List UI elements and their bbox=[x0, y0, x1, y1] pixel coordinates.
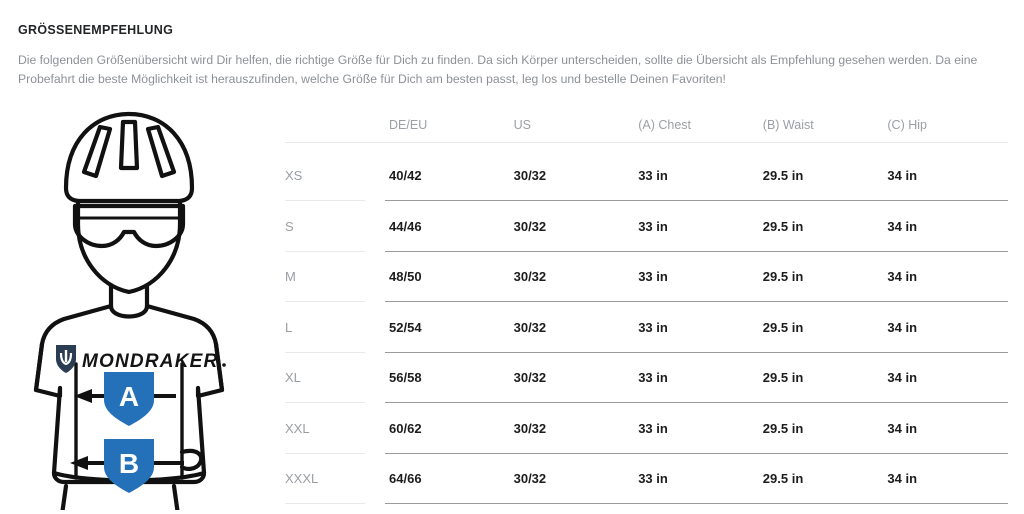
table-row: XXXL 64/66 30/32 33 in 29.5 in 34 in bbox=[280, 454, 1012, 505]
header-divider bbox=[285, 142, 1008, 143]
cell-hip: 34 in bbox=[887, 218, 918, 234]
cell-chest: 33 in bbox=[638, 218, 668, 234]
arrow-head-b bbox=[70, 456, 88, 470]
cell-de-eu: 56/58 bbox=[389, 370, 422, 386]
col-header-us: US bbox=[513, 118, 531, 133]
cell-hip: 34 in bbox=[887, 420, 918, 436]
cell-chest: 33 in bbox=[638, 168, 668, 184]
cell-hip: 34 in bbox=[887, 168, 918, 184]
cell-de-eu: 64/66 bbox=[389, 471, 422, 487]
goggles-icon bbox=[72, 203, 186, 249]
table-row: M 48/50 30/32 33 in 29.5 in 34 in bbox=[280, 252, 1012, 303]
badge-shape-b bbox=[104, 439, 154, 493]
cell-size: XL bbox=[285, 370, 301, 386]
face-outline bbox=[75, 198, 183, 295]
table-header: DE/EU US (A) Chest (B) Waist (C) Hip bbox=[280, 100, 1012, 151]
cell-waist: 29.5 in bbox=[762, 218, 804, 234]
table-row: XL 56/58 30/32 33 in 29.5 in 34 in bbox=[280, 353, 1012, 404]
cell-size: XXL bbox=[285, 420, 310, 436]
cell-de-eu: 52/54 bbox=[389, 319, 422, 335]
badge-letter-a: A bbox=[119, 381, 139, 412]
cell-us: 30/32 bbox=[513, 370, 547, 386]
cell-hip: 34 in bbox=[887, 319, 918, 335]
cell-de-eu: 40/42 bbox=[389, 168, 422, 184]
table-row: L 52/54 30/32 33 in 29.5 in 34 in bbox=[280, 302, 1012, 353]
shorts-outline bbox=[60, 483, 180, 510]
col-header-hip: (C) Hip bbox=[887, 118, 927, 133]
cell-waist: 29.5 in bbox=[762, 319, 804, 335]
cell-us: 30/32 bbox=[513, 471, 547, 487]
intro-paragraph: Die folgenden Größenübersicht wird Dir h… bbox=[18, 53, 978, 86]
cell-size: S bbox=[285, 218, 294, 234]
badge-letter-b: B bbox=[119, 448, 139, 479]
cell-chest: 33 in bbox=[638, 370, 668, 386]
col-header-de-eu: DE/EU bbox=[389, 118, 428, 133]
cell-hip: 34 in bbox=[887, 471, 918, 487]
cell-us: 30/32 bbox=[513, 168, 547, 184]
badge-shape-a bbox=[104, 372, 154, 426]
mondraker-logo-text: MONDRAKER bbox=[82, 351, 218, 372]
cell-size: L bbox=[285, 319, 293, 335]
arrow-head-a bbox=[74, 389, 92, 403]
page-title: GRÖSSENEMPFEHLUNG bbox=[18, 23, 174, 37]
cell-chest: 33 in bbox=[638, 269, 668, 285]
size-chart-table: DE/EU US (A) Chest (B) Waist (C) Hip XS … bbox=[280, 100, 1012, 504]
mondraker-logo: MONDRAKER bbox=[56, 345, 226, 373]
cell-us: 30/32 bbox=[513, 319, 547, 335]
marker-a: A bbox=[74, 372, 176, 426]
cell-us: 30/32 bbox=[513, 269, 547, 285]
col-header-waist: (B) Waist bbox=[762, 118, 814, 133]
cell-chest: 33 in bbox=[638, 420, 668, 436]
cell-de-eu: 48/50 bbox=[389, 269, 422, 285]
cell-hip: 34 in bbox=[887, 370, 918, 386]
cell-waist: 29.5 in bbox=[762, 420, 804, 436]
cell-hip: 34 in bbox=[887, 269, 918, 285]
cell-us: 30/32 bbox=[513, 218, 547, 234]
cell-chest: 33 in bbox=[638, 471, 668, 487]
cell-waist: 29.5 in bbox=[762, 471, 804, 487]
cell-size: XS bbox=[285, 168, 303, 184]
cell-size: XXXL bbox=[285, 471, 319, 487]
waist-tape-loop bbox=[179, 448, 204, 471]
table-row: XXL 60/62 30/32 33 in 29.5 in 34 in bbox=[280, 403, 1012, 454]
table-row: S 44/46 30/32 33 in 29.5 in 34 in bbox=[280, 201, 1012, 252]
cell-de-eu: 60/62 bbox=[389, 420, 422, 436]
helmet-icon bbox=[63, 111, 195, 204]
table-row: XS 40/42 30/32 33 in 29.5 in 34 in bbox=[280, 151, 1012, 202]
marker-b: B bbox=[70, 439, 184, 493]
col-header-chest: (A) Chest bbox=[638, 118, 691, 133]
cell-size: M bbox=[285, 269, 296, 285]
cell-chest: 33 in bbox=[638, 319, 668, 335]
size-guide-illustration: MONDRAKER A B C bbox=[8, 100, 270, 510]
cell-waist: 29.5 in bbox=[762, 168, 804, 184]
cell-de-eu: 44/46 bbox=[389, 218, 422, 234]
table-body: XS 40/42 30/32 33 in 29.5 in 34 in S 44/… bbox=[280, 151, 1012, 505]
cell-waist: 29.5 in bbox=[762, 370, 804, 386]
cell-waist: 29.5 in bbox=[762, 269, 804, 285]
cell-us: 30/32 bbox=[513, 420, 547, 436]
